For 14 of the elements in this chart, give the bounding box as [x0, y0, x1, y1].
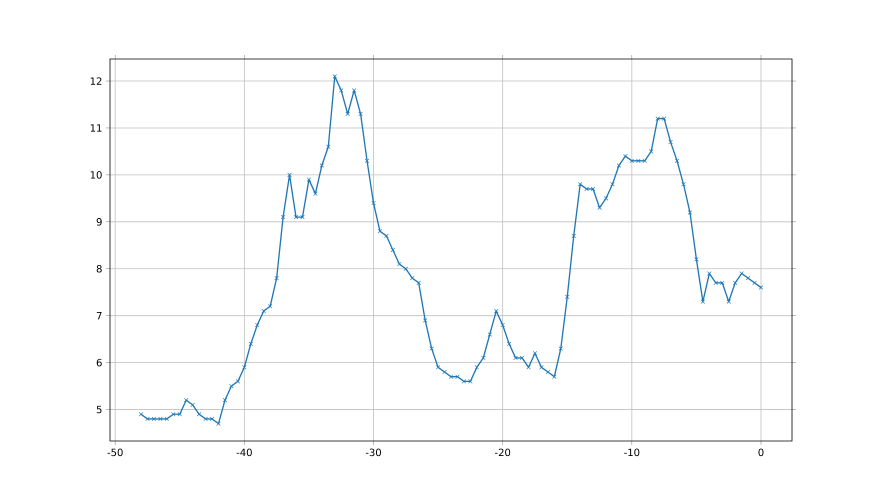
y-tick-label: 8 [96, 264, 102, 273]
y-tick-label: 7 [96, 312, 102, 320]
x-tick-label: -10 [624, 448, 640, 456]
y-tick-label: 12 [90, 77, 102, 85]
y-tick-label: 9 [96, 218, 102, 226]
y-tick-label: 6 [96, 358, 102, 366]
x-tick-label: 0 [758, 448, 764, 456]
x-tick-label: -40 [236, 448, 252, 456]
x-tick-label: -30 [366, 448, 381, 456]
y-tick-label: 5 [96, 406, 102, 414]
y-tick-label: 11 [90, 124, 102, 132]
y-tick-label: 10 [90, 171, 102, 179]
x-tick-label: -20 [494, 448, 510, 456]
x-tick-label: -50 [107, 448, 123, 456]
